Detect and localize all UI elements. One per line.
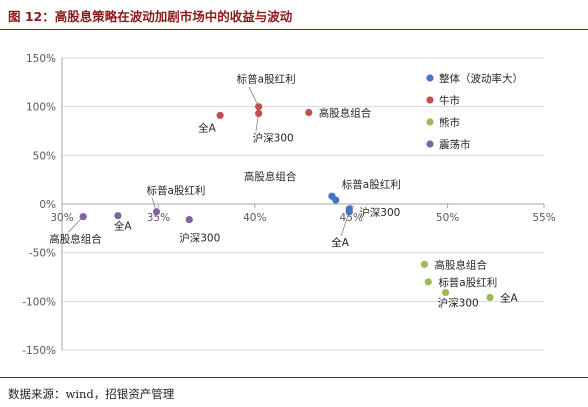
y-tick-label: 50% <box>33 150 56 162</box>
data-label: 标普a股红利 <box>438 276 497 289</box>
source-note: 数据来源：wind，招银资产管理 <box>8 387 175 401</box>
data-point <box>185 215 193 224</box>
data-point <box>420 260 429 268</box>
legend-marker <box>426 140 434 148</box>
data-point <box>152 208 161 216</box>
legend-marker <box>426 96 434 104</box>
data-point <box>442 288 450 297</box>
x-tick-label: 50% <box>436 212 459 224</box>
legend-label: 熊市 <box>439 116 460 129</box>
data-point <box>345 208 353 216</box>
y-tick-label: 150% <box>26 53 56 65</box>
x-tick-label: 40% <box>243 212 266 224</box>
y-tick-label: -150% <box>22 345 56 357</box>
data-point <box>305 108 313 117</box>
legend-label: 震荡市 <box>439 138 471 151</box>
legend-marker <box>426 74 434 82</box>
legend-label: 牛市 <box>439 94 460 107</box>
x-tick-label: 55% <box>532 212 555 224</box>
data-label: 沪深300 <box>438 297 479 310</box>
data-label: 高股息组合 <box>319 107 372 120</box>
data-point <box>79 213 87 221</box>
label-leader-line <box>67 216 84 233</box>
data-point <box>332 196 340 204</box>
data-label: 沪深300 <box>179 232 220 245</box>
data-label: 全A <box>331 236 349 249</box>
data-label: 全A <box>198 121 216 134</box>
data-label: 标普a股红利 <box>146 184 205 197</box>
data-label: 全A <box>500 291 518 304</box>
y-tick-label: -100% <box>22 296 56 308</box>
figure-title: 图 12：高股息策略在波动加剧市场中的收益与波动 <box>8 9 293 24</box>
legend-label: 整体（波动率大） <box>439 72 523 85</box>
data-label: 沪深300 <box>253 131 294 144</box>
data-label: 沪深300 <box>359 206 400 219</box>
y-tick-label: 0% <box>39 199 56 211</box>
label-leader-line <box>340 211 350 236</box>
label-leader-line <box>248 86 260 107</box>
data-point <box>424 278 432 286</box>
x-tick-label: 35% <box>147 212 170 224</box>
data-label: 标普a股红利 <box>342 178 401 191</box>
title-rule <box>0 29 588 30</box>
y-tick-label: -50% <box>29 248 56 260</box>
data-label: 标普a股红利 <box>237 73 296 86</box>
data-point <box>486 293 494 302</box>
data-label: 高股息组合 <box>244 170 297 183</box>
x-tick-label: 30% <box>50 212 73 224</box>
y-tick-label: 100% <box>26 102 56 114</box>
data-label: 高股息组合 <box>434 258 487 271</box>
source-rule <box>0 377 588 378</box>
data-point <box>255 109 263 118</box>
data-point <box>114 212 122 220</box>
data-label: 全A <box>114 220 132 233</box>
legend-marker <box>426 118 434 126</box>
data-point <box>216 111 224 120</box>
x-tick-label: 45% <box>340 212 363 224</box>
data-label: 高股息组合 <box>49 233 102 246</box>
data-point <box>255 103 263 111</box>
